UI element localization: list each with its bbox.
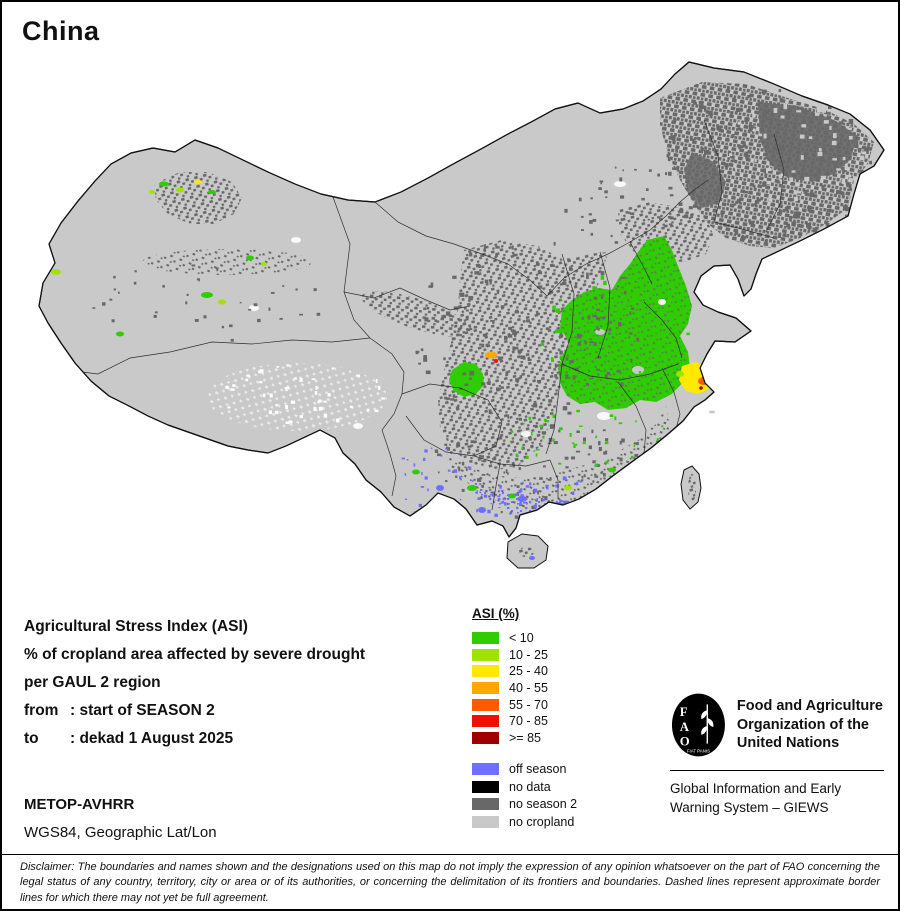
- legend-item: no cropland: [472, 813, 622, 831]
- footer-divider: [2, 854, 898, 855]
- asi-10-25-spot: [676, 371, 684, 377]
- asi-40-55-spot: [485, 351, 497, 359]
- legend-swatch: [472, 780, 499, 793]
- asi-subtitle-1: % of cropland area affected by severe dr…: [24, 646, 366, 663]
- random-pixel-speckles: [92, 86, 874, 524]
- fao-org-name: Food and Agriculture Organization of the…: [736, 697, 883, 752]
- legend-item: 55 - 70: [472, 696, 622, 713]
- map-legend: ASI (%) < 10 10 - 25 25 - 40 40 - 55 55 - 70…: [472, 606, 622, 831]
- fao-logo-icon: F A O FIAT PANIS: [671, 693, 725, 757]
- asi-ge85-spot: [699, 386, 703, 390]
- legend-swatch: [472, 815, 499, 828]
- giews-label: Global Information and Early Warning Sys…: [670, 781, 842, 815]
- legend-item: < 10: [472, 630, 622, 647]
- asi-70-85-spot: [494, 359, 498, 363]
- map-description: Agricultural Stress Index (ASI) % of cro…: [24, 618, 365, 758]
- no-season2-region-central: [438, 240, 608, 470]
- fao-divider: [670, 770, 884, 771]
- legend-item: >= 85: [472, 730, 622, 747]
- no-season2-gansu-corridor: [361, 291, 473, 337]
- asi-lt10-hanzhong: [449, 362, 484, 397]
- period-from: from: start of SEASON 2: [24, 702, 215, 719]
- legend-label: no cropland: [509, 814, 575, 829]
- legend-label: 40 - 55: [509, 681, 548, 696]
- svg-text:O: O: [680, 735, 690, 749]
- asi-data-layers: [39, 82, 874, 524]
- svg-text:A: A: [680, 720, 690, 734]
- legend-label: off season: [509, 761, 567, 776]
- legend-swatch: [472, 682, 499, 695]
- no-season2-tianshan-strip: [142, 249, 312, 275]
- legend-item: 10 - 25: [472, 647, 622, 664]
- sensor-name: METOP-AVHRR: [24, 796, 135, 813]
- legend-title: ASI (%): [472, 606, 520, 621]
- legend-swatch: [472, 698, 499, 711]
- legend-label: 25 - 40: [509, 664, 548, 679]
- map-title: China: [22, 16, 100, 46]
- legend-label: no data: [509, 779, 551, 794]
- sensor-block: METOP-AVHRR WGS84, Geographic Lat/Lon: [24, 796, 217, 852]
- legend-item: 70 - 85: [472, 713, 622, 730]
- legend-gap: [472, 746, 622, 760]
- island-taiwan: [680, 465, 702, 510]
- legend-swatch: [472, 632, 499, 645]
- legend-swatch: [472, 715, 499, 728]
- china-asi-map: [38, 61, 885, 569]
- national-boundary: [38, 61, 885, 538]
- legend-item: no data: [472, 778, 622, 796]
- legend-asi-classes: < 10 10 - 25 25 - 40 40 - 55 55 - 70 70 - 85 >…: [472, 630, 622, 746]
- asi-70-85-spot: [707, 371, 711, 375]
- masked-white-specks: [249, 181, 666, 437]
- legend-swatch: [472, 731, 499, 744]
- svg-text:F: F: [680, 705, 688, 719]
- svg-text:FIAT PANIS: FIAT PANIS: [687, 748, 710, 753]
- legend-other-classes: off season no data no season 2 no cropland: [472, 760, 622, 830]
- legend-label: no season 2: [509, 797, 578, 812]
- legend-label: < 10: [509, 631, 534, 646]
- legend-item: off season: [472, 760, 622, 778]
- disclaimer-text: Disclaimer: The boundaries and names sho…: [20, 861, 880, 904]
- legend-swatch: [472, 762, 499, 775]
- legend-label: 70 - 85: [509, 714, 548, 729]
- asi-subtitle-2: per GAUL 2 region: [24, 674, 161, 691]
- no-season2-core-northeast: [758, 102, 858, 182]
- green-region-hole: [595, 329, 605, 335]
- no-season2-region-north-xinjiang: [154, 172, 242, 224]
- fao-block: F A O FIAT PANIS Food and Agriculture Or…: [670, 692, 884, 818]
- island-hainan: [506, 533, 549, 569]
- green-region-hole: [632, 366, 644, 374]
- legend-item: 40 - 55: [472, 680, 622, 697]
- legend-label: >= 85: [509, 730, 541, 745]
- island-zhoushan: [709, 410, 715, 414]
- legend-item: no season 2: [472, 795, 622, 813]
- legend-swatch: [472, 798, 499, 811]
- legend-swatch: [472, 665, 499, 678]
- asi-heading: Agricultural Stress Index (ASI): [24, 618, 248, 635]
- period-to: to: dekad 1 August 2025: [24, 730, 234, 747]
- projection-name: WGS84, Geographic Lat/Lon: [24, 824, 217, 841]
- province-boundaries: [81, 119, 785, 511]
- legend-item: 25 - 40: [472, 663, 622, 680]
- legend-swatch: [472, 648, 499, 661]
- tibet-white-speckle: [207, 363, 387, 431]
- legend-label: 55 - 70: [509, 697, 548, 712]
- legend-label: 10 - 25: [509, 647, 548, 662]
